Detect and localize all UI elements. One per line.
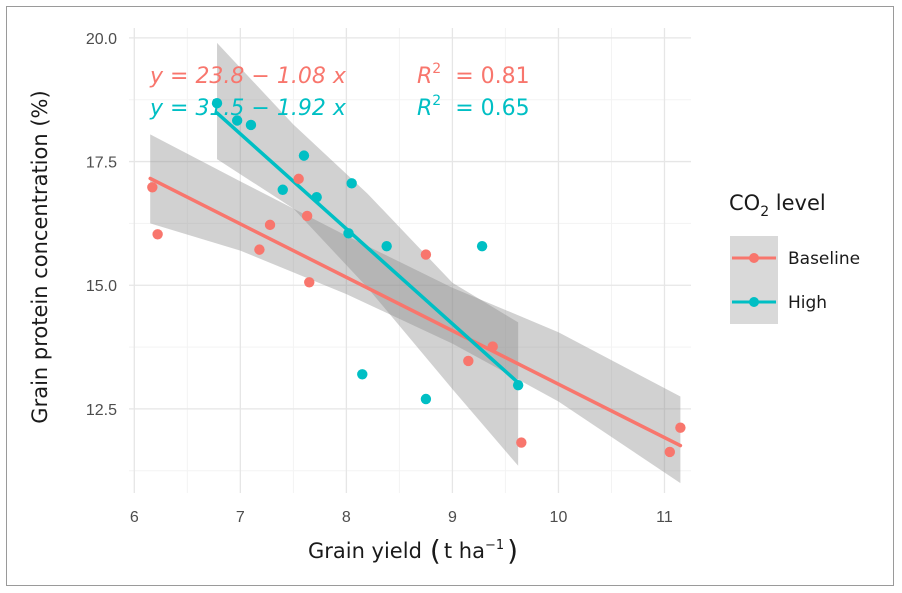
equation-r-value: = 0.81: [455, 64, 529, 89]
data-point-baseline: [254, 244, 265, 255]
confidence-band-baseline: [150, 134, 681, 484]
equation-formula: y = 31.5 − 1.92 x: [149, 96, 347, 121]
legend-title: CO2 level: [729, 191, 826, 220]
confidence-bands: [150, 42, 681, 484]
equation-r-label: R: [417, 96, 432, 121]
data-point-high: [476, 240, 488, 252]
data-point-baseline: [516, 437, 527, 448]
data-point-baseline: [487, 341, 498, 352]
regression-equations: y = 23.8 − 1.08 x R2 = 0.81y = 31.5 − 1.92…: [149, 61, 530, 121]
equation-r-exponent: 2: [432, 93, 441, 109]
x-tick-label: 8: [342, 509, 351, 526]
x-axis-paren-close: ): [507, 534, 518, 567]
legend-label-high: High: [788, 293, 827, 313]
x-tick-label: 9: [448, 509, 457, 526]
data-point-baseline: [301, 210, 313, 222]
x-axis-unit: t ha: [444, 539, 485, 563]
fit-lines: [148, 111, 683, 448]
x-tick-label: 10: [550, 509, 568, 526]
legend-title-rest: level: [769, 191, 826, 215]
x-axis-paren-open: (: [430, 534, 441, 567]
x-axis-title-main: Grain yield: [308, 539, 422, 563]
legend-key-baseline-point: [749, 253, 759, 263]
data-point-high: [512, 379, 524, 391]
data-point-baseline: [675, 422, 686, 433]
legend-label-baseline: Baseline: [788, 249, 860, 269]
x-axis-title: Grain yield (t ha−1): [308, 534, 518, 567]
x-tick-label: 11: [656, 509, 673, 526]
equation-baseline: y = 23.8 − 1.08 x R2 = 0.81: [149, 61, 530, 89]
fit-line-baseline: [148, 176, 683, 448]
data-point-high: [346, 178, 357, 189]
y-tick-label: 15.0: [86, 278, 117, 295]
confidence-band-high: [217, 42, 519, 466]
data-point-high: [420, 393, 432, 405]
y-tick-label: 20.0: [86, 31, 117, 48]
legend-key-high-point: [749, 297, 759, 307]
figure-frame: 6 7 8 9 10 11 12.5 15.0 17.5 20.0 y = 23.8 − 1.08…: [6, 6, 894, 586]
y-tick-label: 17.5: [86, 155, 117, 172]
y-tick-label: 12.5: [86, 402, 117, 419]
equation-r-value: = 0.65: [455, 96, 529, 121]
data-point-high: [298, 150, 310, 161]
equation-high: y = 31.5 − 1.92 x R2 = 0.65: [149, 93, 530, 121]
data-point-high: [277, 184, 288, 195]
x-tick-label: 7: [236, 509, 245, 526]
equation-r-exponent: 2: [432, 61, 441, 77]
data-point-baseline: [147, 182, 158, 193]
data-point-baseline: [463, 355, 474, 367]
tick-labels: 6 7 8 9 10 11 12.5 15.0 17.5 20.0: [86, 31, 673, 526]
legend-title-subscript: 2: [760, 204, 769, 220]
data-point-baseline: [420, 249, 432, 260]
data-point-high: [231, 115, 243, 126]
data-point-high: [245, 119, 257, 131]
data-point-baseline: [264, 219, 276, 231]
data-point-baseline: [293, 173, 304, 185]
data-point-high: [211, 97, 223, 109]
data-points: [147, 97, 686, 458]
data-point-baseline: [152, 229, 163, 240]
scatter-chart: 6 7 8 9 10 11 12.5 15.0 17.5 20.0 y = 23.8 − 1.08…: [28, 28, 860, 567]
data-point-high: [311, 191, 322, 203]
x-axis-unit-exp: −1: [485, 538, 504, 553]
data-point-high: [343, 228, 354, 239]
data-point-baseline: [664, 446, 675, 458]
legend: CO2 level Baseline High: [729, 191, 860, 324]
data-point-high: [381, 240, 392, 252]
equation-formula: y = 23.8 − 1.08 x: [149, 64, 347, 89]
data-point-baseline: [304, 277, 315, 288]
equation-r-label: R: [417, 64, 432, 89]
fit-line-high: [215, 111, 520, 385]
x-tick-label: 6: [130, 509, 139, 526]
data-point-high: [357, 369, 368, 380]
y-axis-title: Grain protein concentration (%): [28, 90, 52, 423]
